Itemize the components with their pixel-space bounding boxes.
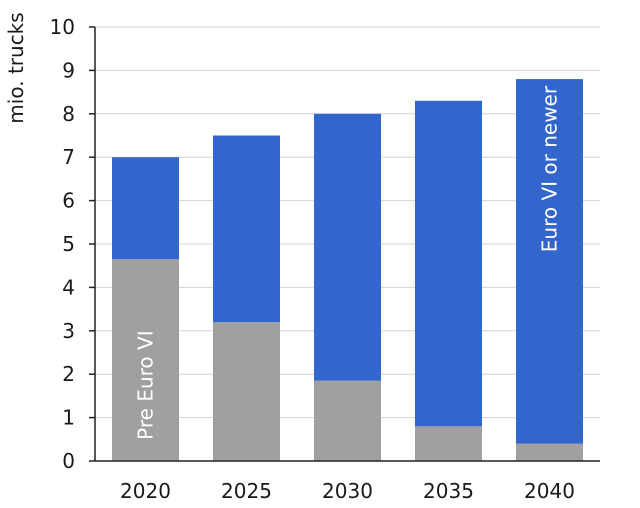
bar-segment [213, 135, 280, 323]
y-tick-label: 2 [62, 362, 75, 386]
x-tick-label: 2025 [221, 479, 272, 503]
y-tick-label: 4 [62, 275, 75, 299]
bars [112, 79, 583, 461]
bar-segment [314, 113, 381, 381]
axes [89, 26, 600, 462]
y-tick-label: 10 [50, 15, 75, 39]
x-tick-label: 2040 [524, 479, 575, 503]
bar-segment [415, 426, 482, 461]
series-label-euro-vi-or-newer: Euro VI or newer [538, 85, 562, 252]
bar-segment [415, 100, 482, 427]
series-label-pre-euro-vi: Pre Euro VI [134, 330, 158, 439]
tick-labels: 0 1 2 3 4 5 6 7 8 9 10 2020 2025 2030 2035 2040 [50, 15, 575, 503]
y-tick-label: 6 [62, 189, 75, 213]
bar-segment [516, 443, 583, 461]
y-tick-label: 1 [62, 406, 75, 430]
bar-segment [112, 157, 179, 260]
x-tick-label: 2030 [322, 479, 373, 503]
y-tick-label: 5 [62, 232, 75, 256]
y-tick-label: 7 [62, 145, 75, 169]
bar-segment [112, 259, 179, 461]
y-tick-label: 3 [62, 319, 75, 343]
bar-segment [516, 79, 583, 444]
x-tick-label: 2020 [120, 479, 171, 503]
y-tick-label: 9 [62, 58, 75, 82]
y-tick-label: 0 [62, 449, 75, 473]
bar-segment [213, 322, 280, 461]
y-axis-label: mio. trucks [4, 12, 28, 123]
y-tick-label: 8 [62, 102, 75, 126]
bar-segment [314, 380, 381, 461]
x-tick-label: 2035 [423, 479, 474, 503]
